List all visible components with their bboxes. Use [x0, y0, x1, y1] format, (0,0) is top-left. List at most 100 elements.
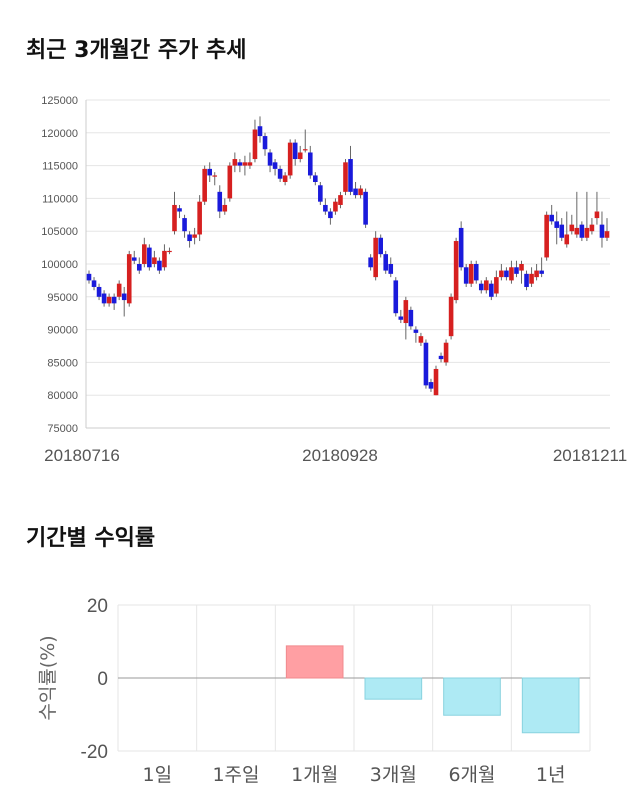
candle — [388, 257, 394, 278]
candle-body — [237, 162, 243, 166]
candle — [569, 214, 575, 235]
candle — [373, 231, 378, 281]
candle — [207, 162, 212, 182]
candle — [564, 211, 570, 248]
candle-body — [473, 264, 479, 281]
candle — [292, 139, 298, 166]
candle — [212, 172, 218, 186]
candle — [453, 237, 459, 304]
candle — [353, 182, 358, 199]
candle — [423, 339, 429, 389]
returns-x-tick-label: 1일 — [143, 764, 173, 786]
candle-body — [202, 168, 207, 202]
candle-body — [86, 273, 92, 281]
candle-body — [584, 227, 590, 238]
candle — [604, 218, 610, 242]
candle-body — [463, 267, 469, 284]
candle-body — [257, 126, 263, 137]
candle-body — [222, 204, 228, 212]
candle — [247, 152, 253, 169]
candle-body — [111, 296, 117, 304]
returns-grid — [117, 604, 591, 752]
price-y-tick-label: 80000 — [47, 390, 78, 402]
candle-body — [509, 267, 514, 281]
candle-body — [302, 149, 308, 151]
candle-body — [478, 283, 484, 291]
candle-body — [252, 129, 258, 160]
candle — [157, 257, 162, 274]
candle-body — [544, 214, 549, 258]
candle — [403, 296, 409, 340]
price-y-tick-label: 105000 — [41, 226, 78, 238]
candle-body — [91, 280, 97, 287]
price-y-tick-label: 115000 — [42, 161, 78, 173]
candle — [584, 191, 590, 242]
candle-body — [106, 296, 112, 304]
candle-body — [448, 296, 454, 337]
returns-x-tick-label: 6개월 — [448, 764, 495, 786]
candle — [262, 132, 268, 156]
candle-body — [247, 162, 253, 166]
candle — [287, 139, 293, 179]
candle-body — [167, 250, 172, 253]
candle — [363, 188, 368, 228]
candle-body — [232, 159, 238, 166]
candle — [554, 211, 560, 245]
candle-body — [529, 273, 534, 284]
candle-body — [147, 247, 152, 268]
candle — [313, 172, 318, 186]
candle-body — [267, 152, 273, 166]
candle — [172, 191, 177, 235]
candle — [202, 165, 207, 205]
price-grid — [85, 99, 610, 429]
returns-y-axis: 20 0 -20 — [81, 596, 108, 763]
returns-x-tick-label: 3개월 — [370, 764, 417, 786]
price-y-tick-label: 120000 — [41, 128, 78, 140]
candle-body — [242, 162, 248, 166]
candle — [116, 280, 122, 301]
candle-body — [539, 270, 544, 274]
candle — [368, 254, 373, 271]
candle — [443, 339, 449, 366]
candle — [539, 257, 544, 278]
candle-body — [217, 191, 223, 212]
candle-body — [207, 168, 212, 176]
candle — [91, 277, 97, 291]
candle — [383, 250, 389, 274]
candle-body — [348, 159, 353, 192]
candle-body — [378, 237, 383, 255]
price-x-tick-label: 20181211 — [553, 446, 627, 465]
candle — [147, 244, 152, 271]
candle-body — [589, 224, 595, 232]
candle — [106, 293, 112, 307]
price-y-tick-label: 100000 — [41, 259, 78, 271]
candle-body — [433, 368, 439, 396]
candle — [418, 332, 424, 346]
candle-body — [524, 273, 529, 287]
candle-body — [328, 211, 333, 219]
candle — [252, 119, 258, 163]
candle — [529, 267, 534, 287]
candle — [378, 234, 383, 258]
candle — [473, 260, 479, 284]
candle-body — [197, 201, 202, 235]
candle-body — [534, 270, 539, 278]
candle-body — [358, 188, 363, 196]
candle-body — [504, 270, 509, 278]
candle-body — [594, 211, 600, 219]
candle-body — [554, 221, 560, 228]
candle-body — [413, 329, 419, 333]
returns-x-tick-label: 1개월 — [291, 764, 338, 786]
candle — [222, 198, 228, 215]
price-y-tick-label: 110000 — [42, 193, 78, 205]
candle-body — [494, 277, 499, 294]
candle — [433, 365, 439, 396]
candle — [187, 231, 192, 248]
candle — [318, 182, 323, 205]
candle-body — [373, 237, 378, 278]
candle-body — [423, 342, 429, 386]
candle — [534, 264, 539, 281]
candle — [499, 264, 504, 281]
candle-body — [187, 234, 192, 242]
